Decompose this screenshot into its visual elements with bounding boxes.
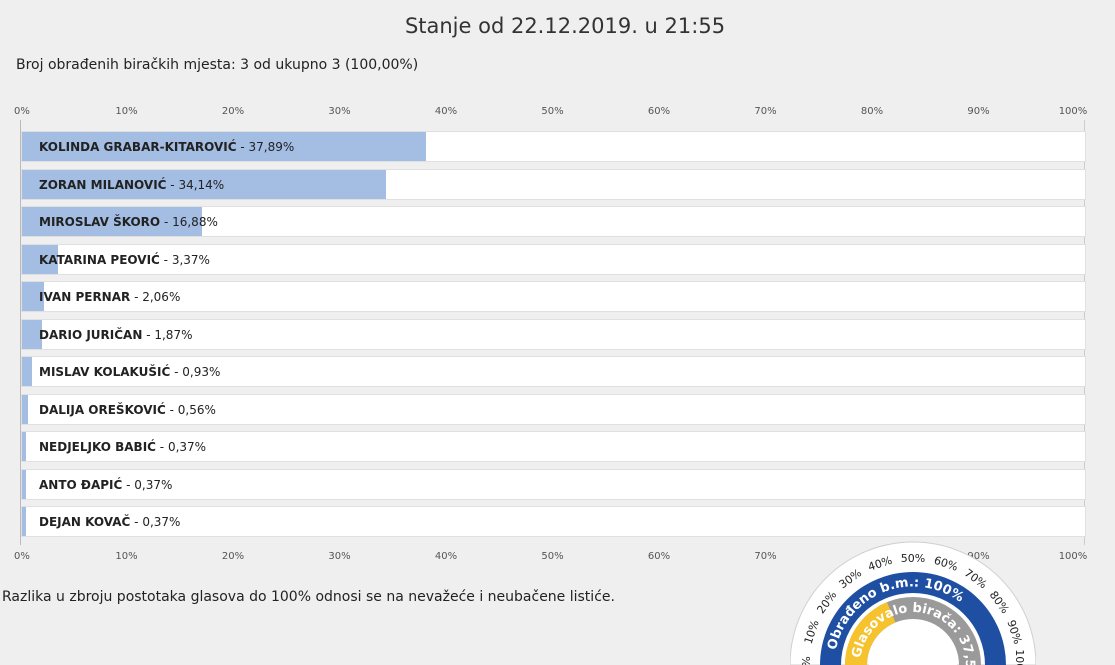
gauge-center: [869, 621, 957, 665]
axis-top-tick-1: 10%: [115, 106, 138, 117]
candidate-percentage: 0,56%: [177, 402, 216, 417]
candidate-name: MIROSLAV ŠKORO: [39, 215, 161, 229]
axis-top-tick-5: 50%: [541, 106, 564, 117]
candidate-row: NEDJELJKO BABIĆ - 0,37%: [21, 431, 1086, 462]
axis-top-tick-8: 80%: [860, 106, 884, 117]
page-title: Stanje od 22.12.2019. u 21:55: [404, 14, 726, 38]
gauge-turnout-ring: [845, 602, 896, 665]
candidate-bar: [22, 507, 26, 536]
axis-top-tick-9: 90%: [967, 106, 990, 117]
candidate-percentage: 34,14%: [178, 177, 225, 192]
candidate-name: DALIJA OREŠKOVIĆ: [39, 402, 166, 417]
candidate-row: DALIJA OREŠKOVIĆ - 0,56%: [21, 393, 1086, 425]
candidate-label: ZORAN MILANOVIĆ - 34,14%: [39, 177, 225, 192]
candidate-label: IVAN PERNAR - 2,06%: [39, 290, 181, 304]
axis-bottom-tick-1: 10%: [115, 551, 138, 562]
candidate-percentage: 1,87%: [154, 327, 193, 342]
candidate-percentage: 2,06%: [142, 290, 181, 304]
candidate-name: KATARINA PEOVIĆ: [39, 252, 160, 267]
axis-bottom-tick-3: 30%: [328, 551, 351, 562]
turnout-gauge: 0%10%20%30%40% 50% 60%70%80%90%100%Obrađen…: [790, 517, 1036, 665]
candidate-label: MIROSLAV ŠKORO - 16,88%: [39, 215, 218, 229]
candidate-name: IVAN PERNAR: [39, 290, 131, 304]
candidate-label: KATARINA PEOVIĆ - 3,37%: [39, 252, 210, 267]
candidate-row: DARIO JURIČAN - 1,87%: [21, 318, 1086, 350]
axis-bottom-tick-6: 60%: [647, 551, 671, 562]
results-bar-chart: KOLINDA GRABAR-KITAROVIĆ - 37,89% ZORAN M…: [20, 120, 1086, 545]
axis-bottom-tick-7: 70%: [754, 551, 777, 562]
candidate-row: KATARINA PEOVIĆ - 3,37%: [21, 243, 1086, 275]
candidate-bar: [22, 432, 26, 461]
axis-top-tick-6: 60%: [647, 106, 671, 117]
candidate-name: ANTO ĐAPIĆ: [39, 477, 123, 492]
axis-bottom-tick-0: 0%: [14, 551, 30, 562]
candidate-name: NEDJELJKO BABIĆ: [39, 440, 156, 454]
candidate-row: MISLAV KOLAKUŠIĆ - 0,93%: [21, 356, 1086, 387]
footnote: Razlika u zbroju postotaka glasova do 10…: [2, 589, 615, 605]
candidate-percentage: 0,37%: [134, 477, 173, 492]
candidate-percentage: 16,88%: [172, 215, 218, 229]
axis-bottom-tick-10: 100%: [1058, 551, 1088, 562]
candidate-row: IVAN PERNAR - 2,06%: [21, 281, 1086, 312]
candidate-row: ANTO ĐAPIĆ - 0,37%: [21, 468, 1086, 500]
candidate-percentage: 3,37%: [171, 252, 210, 267]
candidate-percentage: 37,89%: [248, 140, 295, 154]
axis-bottom-tick-2: 20%: [221, 551, 245, 562]
axis-top: 0% 10% 20% 30% 40% 50% 60% 70% 80% 90% 100%: [14, 106, 1088, 120]
axis-top-tick-0: 0%: [14, 106, 30, 117]
candidate-bar: [22, 244, 58, 274]
candidate-label: ANTO ĐAPIĆ - 0,37%: [39, 477, 173, 492]
candidate-row: MIROSLAV ŠKORO - 16,88%: [21, 206, 1086, 237]
candidate-percentage: 0,93%: [182, 365, 221, 379]
candidate-percentage: 0,37%: [142, 515, 181, 529]
axis-top-tick-4: 40%: [434, 106, 458, 117]
candidate-percentage: 0,37%: [167, 440, 207, 454]
candidate-label: DARIO JURIČAN - 1,87%: [39, 327, 193, 342]
candidate-label: MISLAV KOLAKUŠIĆ - 0,93%: [39, 365, 221, 379]
axis-bottom-tick-5: 50%: [541, 551, 564, 562]
candidate-bar: [22, 319, 42, 349]
processed-stations-summary: Broj obrađenih biračkih mjesta: 3 od uku…: [16, 57, 419, 73]
gauge-tick-label: 100%: [1013, 649, 1026, 665]
axis-bottom-tick-9: 90%: [967, 551, 990, 562]
axis-top-tick-3: 30%: [328, 106, 351, 117]
candidate-label: NEDJELJKO BABIĆ - 0,37%: [39, 440, 207, 454]
candidate-name: DEJAN KOVAČ: [39, 515, 131, 529]
candidate-row: KOLINDA GRABAR-KITAROVIĆ - 37,89%: [21, 131, 1086, 162]
gauge-tick-label: 0%: [800, 656, 813, 665]
candidate-bar: [22, 169, 386, 199]
candidate-name: ZORAN MILANOVIĆ: [39, 177, 167, 192]
axis-top-tick-7: 70%: [754, 106, 777, 117]
axis-bottom-tick-4: 40%: [434, 551, 458, 562]
candidate-bar: [22, 357, 32, 386]
candidate-row: DEJAN KOVAČ - 0,37%: [21, 506, 1086, 537]
gauge-tick-label: 50%: [901, 552, 925, 565]
axis-top-tick-10: 100%: [1058, 106, 1088, 117]
candidate-bar: [22, 207, 202, 236]
candidate-bar: [22, 282, 44, 311]
candidate-name: KOLINDA GRABAR-KITAROVIĆ: [39, 140, 237, 154]
candidate-label: DEJAN KOVAČ - 0,37%: [39, 515, 181, 529]
candidate-row: ZORAN MILANOVIĆ - 34,14%: [21, 168, 1086, 200]
candidate-label: DALIJA OREŠKOVIĆ - 0,56%: [39, 402, 216, 417]
candidate-name: MISLAV KOLAKUŠIĆ: [39, 365, 171, 379]
candidate-bar: [22, 394, 28, 424]
gauge-processed-ring: [820, 572, 1006, 665]
candidate-name: DARIO JURIČAN: [39, 327, 143, 342]
candidate-label: KOLINDA GRABAR-KITAROVIĆ - 37,89%: [39, 140, 295, 154]
candidate-bar: [22, 469, 26, 499]
candidate-bar: [22, 132, 426, 161]
axis-top-tick-2: 20%: [221, 106, 245, 117]
